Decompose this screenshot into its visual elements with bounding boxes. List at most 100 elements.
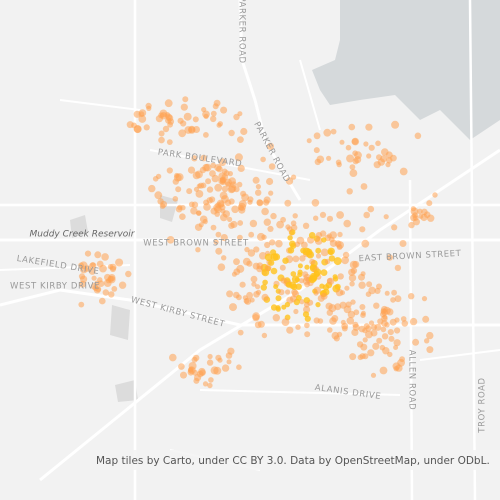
density-dot (342, 251, 350, 259)
density-dot (299, 299, 305, 305)
density-dot (346, 154, 355, 163)
density-dot (372, 342, 380, 350)
density-dot (175, 186, 182, 193)
density-dot (272, 253, 281, 261)
density-dot (363, 211, 371, 219)
density-dot (196, 183, 202, 189)
density-dot (193, 126, 200, 133)
density-dot (315, 247, 322, 254)
density-dot (160, 200, 168, 208)
density-dot (367, 349, 375, 357)
density-dot (303, 297, 310, 304)
density-dot (285, 177, 294, 185)
road (39, 148, 500, 482)
density-dot (320, 269, 328, 276)
density-dot (248, 231, 255, 238)
density-dot (253, 291, 260, 298)
density-dot (101, 253, 109, 261)
density-dot (387, 351, 393, 358)
density-dot (418, 213, 424, 219)
density-dot (424, 338, 430, 344)
road (0, 238, 500, 327)
density-dot (391, 289, 397, 296)
density-dot (365, 123, 373, 131)
density-dot (375, 140, 381, 147)
density-dot (111, 286, 118, 292)
density-dot (252, 176, 260, 184)
density-dot (376, 154, 382, 161)
density-dot (202, 163, 210, 172)
density-dot (238, 206, 246, 214)
density-dot (237, 136, 244, 144)
density-dot (183, 112, 192, 121)
density-dot (319, 211, 327, 218)
density-dot (358, 281, 366, 289)
density-dot (205, 178, 212, 185)
density-dot (133, 110, 141, 118)
density-dot (270, 267, 278, 275)
density-dot (352, 260, 360, 268)
density-dot (348, 123, 356, 131)
density-dot (376, 337, 383, 344)
density-dot (269, 239, 276, 246)
density-dot (179, 213, 186, 220)
density-dot (249, 219, 258, 228)
density-dot (244, 246, 250, 253)
density-dot (217, 357, 223, 363)
density-dot (394, 327, 401, 334)
density-dot (361, 239, 370, 248)
density-dot (374, 287, 381, 294)
water-label: Muddy Creek Reservoir (30, 230, 136, 240)
density-dot (264, 253, 273, 262)
density-dot (268, 163, 276, 170)
density-dot (366, 281, 373, 288)
ponds (70, 195, 178, 402)
density-dot (226, 359, 232, 365)
density-dot (206, 186, 214, 193)
density-dot (78, 301, 85, 308)
density-dot (313, 286, 321, 294)
density-dot (261, 207, 269, 216)
density-dot (340, 319, 346, 325)
density-dot (210, 207, 218, 215)
density-dot (373, 161, 381, 169)
road-label: WEST BROWN STREET (143, 239, 249, 249)
density-dot (427, 214, 435, 222)
density-dot (351, 137, 360, 146)
density-dot (268, 190, 274, 196)
density-dot (237, 164, 245, 172)
density-dot (413, 218, 420, 226)
density-dot (408, 221, 415, 229)
density-dot (326, 215, 334, 222)
density-dot (281, 304, 287, 310)
density-dot (209, 170, 216, 177)
density-dot (216, 122, 222, 128)
density-dot (320, 248, 329, 257)
density-dot (158, 136, 165, 144)
density-dot (221, 195, 229, 203)
density-dot (304, 315, 311, 322)
density-dot (246, 291, 254, 299)
density-dot (219, 178, 227, 186)
density-dot (214, 183, 223, 192)
density-points (78, 96, 438, 389)
density-dot (400, 316, 407, 322)
density-dot (302, 247, 311, 256)
density-dot (285, 289, 291, 295)
density-dot (278, 289, 285, 296)
density-dot (303, 306, 311, 314)
density-dot (346, 317, 355, 325)
density-dot (313, 215, 319, 221)
attribution-bg (90, 450, 500, 470)
attribution: Map tiles by Carto, under CC BY 3.0. Dat… (96, 455, 490, 467)
density-dot (421, 208, 428, 216)
density-dot (370, 372, 377, 378)
density-dot (389, 318, 397, 326)
density-dot (255, 189, 262, 196)
density-dot (118, 281, 127, 289)
density-dot (426, 331, 434, 340)
density-dot (309, 264, 316, 271)
density-dot (239, 281, 246, 288)
density-dot (421, 296, 428, 302)
